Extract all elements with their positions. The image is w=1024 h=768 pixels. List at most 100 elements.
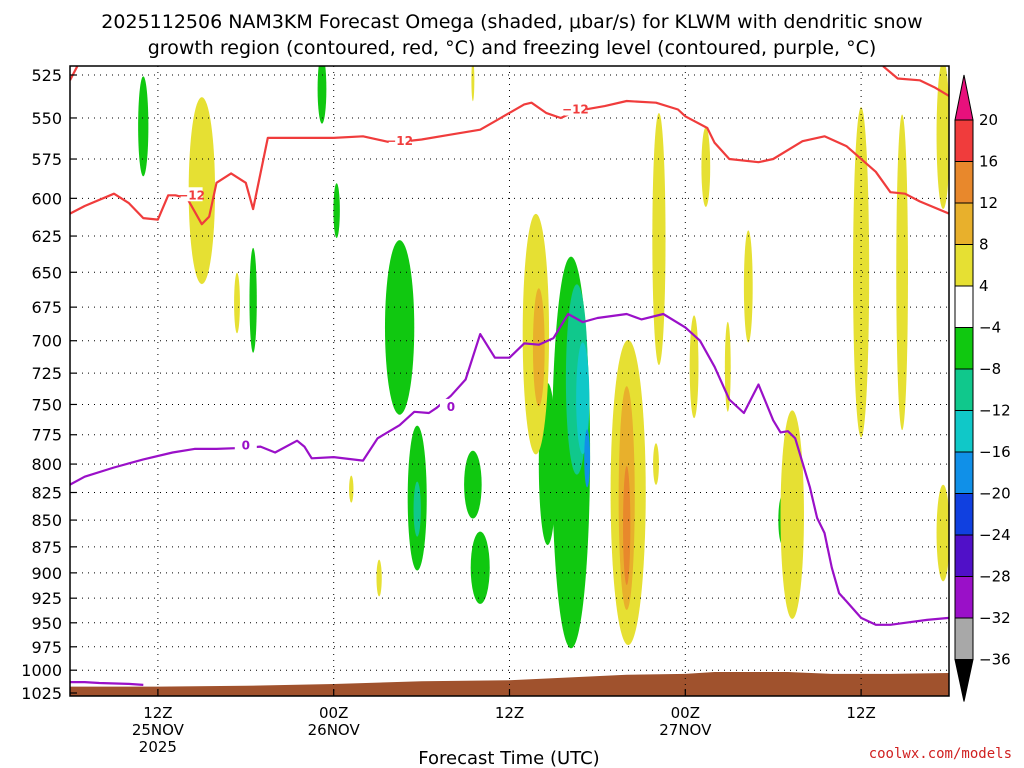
ytick-label-725: 725 bbox=[31, 364, 62, 383]
omega-region-13 bbox=[576, 342, 590, 455]
colorbar-label-0: 20 bbox=[979, 111, 998, 129]
xtick-label-1-1: 26NOV bbox=[308, 721, 361, 739]
credit-text: coolwx.com/models bbox=[869, 746, 1012, 762]
colorbar-label-4: 4 bbox=[979, 277, 989, 295]
ytick-label-650: 650 bbox=[31, 263, 62, 282]
colorbar-bin-4 bbox=[954, 244, 974, 287]
omega-region-33 bbox=[532, 288, 545, 407]
chart-title-line2: growth region (contoured, red, °C) and f… bbox=[148, 37, 877, 59]
xtick-label-0-2: 2025 bbox=[139, 738, 177, 756]
contour-3 bbox=[70, 312, 949, 626]
xtick-label-0-0: 12Z bbox=[143, 704, 172, 722]
omega-region-23 bbox=[743, 230, 753, 343]
chart-title-line1: 2025112506 NAM3KM Forecast Omega (shaded… bbox=[101, 11, 922, 33]
ytick-label-625: 625 bbox=[31, 227, 62, 246]
colorbar-label-5: −4 bbox=[979, 319, 1001, 337]
colorbar-bin-7 bbox=[954, 368, 974, 411]
ytick-label-850: 850 bbox=[31, 511, 62, 530]
ytick-label-700: 700 bbox=[31, 332, 62, 351]
contour-label-0-1: −12 bbox=[386, 134, 413, 148]
ytick-label-600: 600 bbox=[31, 189, 62, 208]
colorbar-label-10: −24 bbox=[979, 526, 1011, 544]
colorbar-label-6: −8 bbox=[979, 360, 1001, 378]
xtick-label-3-1: 27NOV bbox=[659, 721, 712, 739]
ytick-label-775: 775 bbox=[31, 426, 62, 445]
contour-label-3-1: 0 bbox=[447, 400, 455, 414]
colorbar-label-7: −12 bbox=[979, 402, 1011, 420]
xtick-label-0-1: 25NOV bbox=[132, 721, 185, 739]
contour-label-0-0: −12 bbox=[178, 188, 205, 202]
colorbar-bottom-arrow bbox=[954, 659, 974, 702]
omega-region-1 bbox=[317, 66, 327, 124]
plot-background bbox=[70, 66, 949, 696]
ytick-label-575: 575 bbox=[31, 150, 62, 169]
colorbar-bin-9 bbox=[954, 451, 974, 494]
colorbar-label-13: −36 bbox=[979, 651, 1011, 669]
colorbar-bin-12 bbox=[954, 576, 974, 619]
colorbar-label-12: −32 bbox=[979, 609, 1011, 627]
contour-label-bg-0-1 bbox=[388, 133, 411, 148]
colorbar-bin-2 bbox=[954, 161, 974, 204]
xtick-label-1-0: 00Z bbox=[319, 704, 348, 722]
contour-label-bg-3-1 bbox=[439, 398, 462, 413]
contour-label-0-2: −12 bbox=[562, 103, 589, 117]
ytick-label-800: 800 bbox=[31, 455, 62, 474]
colorbar-top-arrow bbox=[954, 74, 974, 121]
ytick-label-925: 925 bbox=[31, 589, 62, 608]
omega-region-35 bbox=[623, 465, 631, 585]
ytick-label-675: 675 bbox=[31, 298, 62, 317]
xtick-label-4-0: 12Z bbox=[846, 704, 875, 722]
contour-1 bbox=[70, 66, 79, 81]
omega-region-3 bbox=[249, 247, 257, 353]
omega-region-0 bbox=[138, 76, 149, 177]
omega-region-7 bbox=[470, 531, 490, 604]
colorbar-bin-13 bbox=[954, 617, 974, 660]
omega-region-24 bbox=[780, 410, 804, 619]
xtick-label-3-0: 00Z bbox=[671, 704, 700, 722]
x-axis-label: Forecast Time (UTC) bbox=[418, 748, 599, 768]
omega-region-31 bbox=[376, 559, 382, 597]
omega-region-29 bbox=[653, 443, 659, 485]
colorbar-label-11: −28 bbox=[979, 568, 1011, 586]
omega-region-25 bbox=[853, 107, 870, 438]
omega-region-21 bbox=[724, 321, 731, 412]
contour-label-bg-0-2 bbox=[564, 101, 587, 116]
contour-label-bg-3-0 bbox=[234, 437, 257, 452]
omega-region-19 bbox=[652, 113, 666, 365]
colorbar-bin-3 bbox=[954, 202, 974, 245]
colorbar-label-8: −16 bbox=[979, 443, 1011, 461]
contour-layer: −12 −12 −12 0 0 bbox=[70, 66, 949, 686]
colorbar-label-3: 8 bbox=[979, 236, 989, 254]
ytick-label-875: 875 bbox=[31, 538, 62, 557]
colorbar-label-1: 16 bbox=[979, 153, 998, 171]
omega-region-2 bbox=[333, 183, 340, 238]
ytick-label-950: 950 bbox=[31, 614, 62, 633]
ytick-label-750: 750 bbox=[31, 395, 62, 414]
ytick-label-525: 525 bbox=[31, 66, 62, 85]
ytick-label-900: 900 bbox=[31, 564, 62, 583]
colorbar-bin-10 bbox=[954, 493, 974, 536]
colorbar-bin-5 bbox=[954, 285, 974, 328]
omega-region-14 bbox=[584, 429, 591, 488]
omega-region-20 bbox=[689, 315, 699, 419]
contour-4 bbox=[70, 681, 144, 686]
xtick-label-2-0: 12Z bbox=[495, 704, 524, 722]
colorbar-bin-1 bbox=[954, 119, 974, 162]
omega-region-27 bbox=[936, 66, 949, 209]
colorbar-bin-8 bbox=[954, 410, 974, 453]
omega-region-28 bbox=[936, 484, 949, 582]
ytick-label-975: 975 bbox=[31, 638, 62, 657]
ytick-label-1000: 1000 bbox=[21, 661, 62, 680]
omega-region-16 bbox=[234, 272, 240, 334]
omega-region-12 bbox=[413, 481, 421, 537]
ytick-label-825: 825 bbox=[31, 483, 62, 502]
contour-label-3-0: 0 bbox=[242, 438, 250, 452]
colorbar-bin-11 bbox=[954, 534, 974, 577]
omega-region-22 bbox=[701, 127, 711, 207]
contour-2 bbox=[882, 66, 949, 97]
contour-label-bg-0-0 bbox=[180, 187, 203, 202]
omega-region-30 bbox=[349, 475, 354, 503]
ytick-label-550: 550 bbox=[31, 109, 62, 128]
